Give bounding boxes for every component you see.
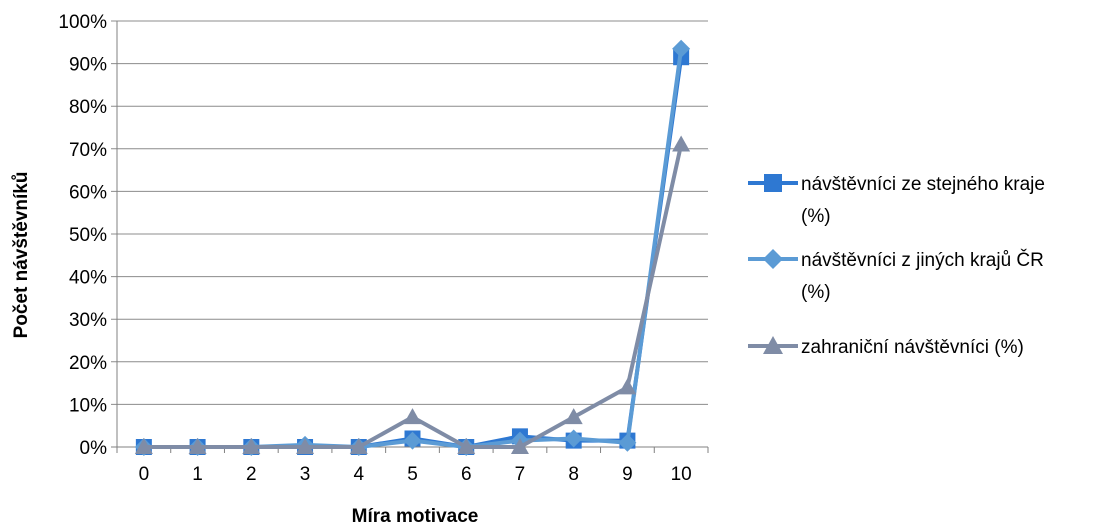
y-tick-label: 80% — [69, 97, 107, 118]
series-1 — [135, 49, 690, 455]
series-line — [143, 56, 684, 449]
y-axis-title: Počet návštěvníků — [11, 172, 32, 339]
series-line — [143, 48, 684, 449]
triangle-marker — [349, 438, 368, 454]
legend-item: návštěvníci ze stejného kraje (%) — [748, 174, 1045, 227]
x-axis-title: Míra motivace — [352, 506, 479, 527]
series-2 — [134, 39, 691, 456]
x-tick-label: 3 — [300, 464, 311, 485]
y-tick-label: 20% — [69, 353, 107, 374]
x-tick-label: 1 — [192, 464, 203, 485]
triangle-marker — [188, 438, 207, 454]
triangle-marker — [457, 438, 476, 454]
y-tick-label: 70% — [69, 140, 107, 161]
legend-label: návštěvníci ze stejného kraje — [801, 174, 1045, 195]
x-tick-label: 7 — [515, 464, 526, 485]
diamond-marker — [618, 433, 637, 452]
triangle-marker — [763, 336, 783, 354]
y-tick-label: 60% — [69, 182, 107, 203]
x-tick-label: 2 — [246, 464, 257, 485]
y-tick-label: 50% — [69, 225, 107, 246]
x-tick-label: 9 — [622, 464, 633, 485]
triangle-marker — [672, 135, 691, 152]
legend: návštěvníci ze stejného kraje(%)návštěvn… — [748, 174, 1045, 358]
x-tick-label: 6 — [461, 464, 472, 485]
triangle-marker — [403, 408, 422, 425]
triangle-marker — [564, 408, 583, 425]
y-tick-label: 10% — [69, 395, 107, 416]
triangle-marker — [134, 438, 153, 454]
x-tick-label: 0 — [139, 464, 150, 485]
diamond-marker — [763, 249, 783, 269]
diamond-marker — [564, 429, 583, 448]
y-tick-label: 90% — [69, 55, 107, 76]
x-axis-ticks: 0 1 2 3 4 5 6 7 8 9 10 — [116, 447, 709, 485]
legend-item: návštěvníci z jiných krajů ČR (%) — [748, 249, 1044, 303]
x-tick-label: 8 — [568, 464, 579, 485]
y-tick-label: 40% — [69, 268, 107, 289]
y-tick-label: 30% — [69, 310, 107, 331]
y-tick-label: 100% — [58, 12, 107, 33]
legend-label: (%) — [801, 206, 831, 227]
y-axis-ticks: 0% 10% 20% 30% 40% 50% 60% 70% 80% 90% 100% — [58, 12, 107, 459]
series-line — [143, 144, 684, 449]
x-tick-label: 5 — [407, 464, 418, 485]
legend-label: (%) — [801, 282, 831, 303]
legend-label: zahraniční návštěvníci (%) — [801, 337, 1024, 358]
triangle-marker — [296, 438, 315, 454]
series-3 — [134, 135, 691, 454]
series-lines — [134, 39, 691, 456]
triangle-marker — [242, 438, 261, 454]
legend-item: zahraniční návštěvníci (%) — [748, 336, 1024, 358]
triangle-marker — [510, 438, 529, 454]
y-tick-label: 0% — [80, 438, 108, 459]
x-tick-label: 4 — [353, 464, 364, 485]
diamond-marker — [403, 431, 422, 450]
diamond-marker — [672, 39, 691, 58]
square-marker — [764, 174, 782, 192]
legend-label: návštěvníci z jiných krajů ČR — [801, 249, 1044, 271]
x-tick-label: 10 — [671, 464, 692, 485]
triangle-marker — [618, 378, 637, 395]
grid-lines — [111, 20, 708, 448]
